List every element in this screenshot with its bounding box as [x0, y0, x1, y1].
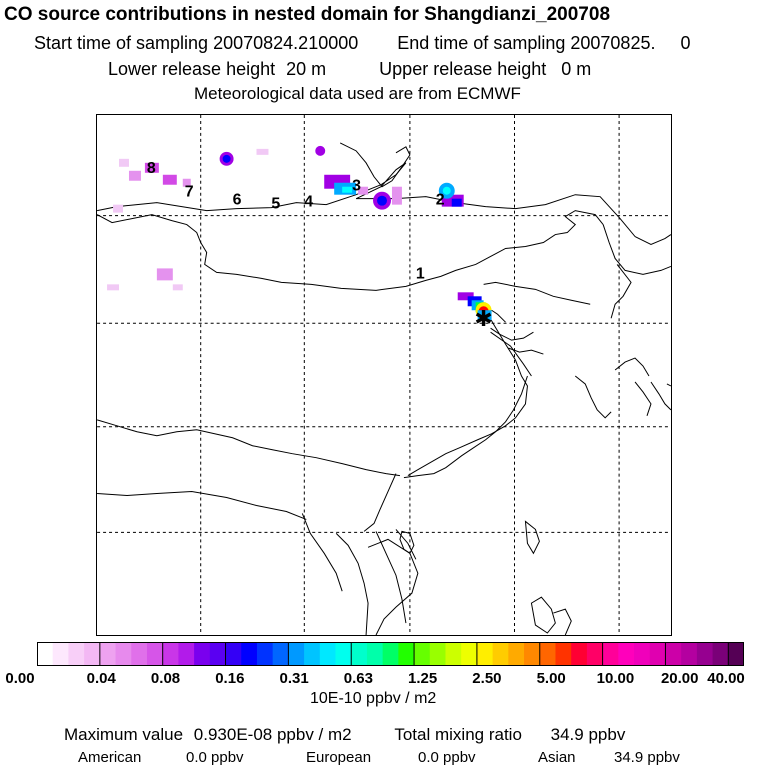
colorbar-cell	[225, 642, 242, 666]
colorbar-cell	[398, 642, 415, 666]
colorbar-cell	[194, 642, 211, 666]
label-6: 6	[233, 192, 242, 209]
american-value: 0.0 ppbv	[186, 749, 244, 766]
european-label: European	[306, 749, 372, 766]
colorbar-cell	[99, 642, 117, 666]
summary-row: Maximum value 0.930E-08 ppbv / m2 Total …	[64, 725, 625, 745]
end-value: 20070825. 0	[570, 33, 691, 53]
colorbar-cell	[68, 642, 85, 666]
european-value: 0.0 ppbv	[418, 749, 476, 766]
colorbar-cell	[681, 642, 698, 666]
colorbar-cell	[461, 642, 478, 666]
colorbar-cell	[665, 642, 682, 666]
label-7: 7	[185, 184, 194, 201]
colorbar-tick-label: 2.50	[472, 670, 502, 687]
coastline	[339, 142, 671, 635]
receptor-marker-icon: ✱	[474, 307, 492, 332]
colorbar-cell	[728, 642, 744, 666]
colorbar-cell	[115, 642, 132, 666]
label-3: 3	[352, 178, 361, 195]
label-1: 1	[416, 265, 425, 282]
total-value: 34.9 ppbv	[550, 725, 626, 744]
plume-footprint	[107, 145, 492, 321]
colorbar-cell	[476, 642, 494, 666]
colorbar-tick-label: 0.31	[279, 670, 309, 687]
lower-value: 20 m	[286, 59, 327, 79]
sampling-times: Start time of sampling 20070824.210000 E…	[34, 33, 690, 54]
meteo-source: Meteorological data used are from ECMWF	[194, 84, 521, 103]
start-value: 20070824.210000	[213, 33, 359, 53]
colorbar-tick-label: 0.00	[5, 670, 35, 687]
colorbar	[37, 642, 744, 666]
map-panel: 1 2 3 4 5 6 7 8 ✱	[96, 114, 672, 636]
colorbar-cell	[178, 642, 195, 666]
colorbar-cell	[241, 642, 258, 666]
start-label: Start time of sampling	[34, 33, 209, 53]
colorbar-cell	[571, 642, 588, 666]
asian-label: Asian	[538, 749, 576, 766]
colorbar-cell	[555, 642, 572, 666]
colorbar-tick-label: 0.08	[150, 670, 181, 687]
upper-label: Upper release height	[379, 59, 547, 79]
colorbar-cell	[162, 642, 179, 666]
colorbar-tick-label: 0.16	[215, 670, 245, 687]
colorbar-cell	[52, 642, 70, 666]
colorbar-tick-label: 5.00	[536, 670, 566, 687]
colorbar-cell	[696, 642, 714, 666]
colorbar-cell	[256, 642, 274, 666]
colorbar-tick-label: 10.00	[596, 670, 635, 687]
colorbar-cell	[335, 642, 352, 666]
colorbar-tick-label: 40.00	[707, 670, 745, 687]
colorbar-cell	[414, 642, 431, 666]
colorbar-unit: 10E-10 ppbv / m2	[310, 690, 437, 707]
colorbar-cell	[634, 642, 651, 666]
colorbar-cell	[84, 642, 101, 666]
colorbar-cell	[131, 642, 148, 666]
colorbar-cell	[649, 642, 667, 666]
colorbar-cell	[382, 642, 399, 666]
colorbar-cell	[712, 642, 729, 666]
end-label: End time of sampling	[397, 33, 566, 53]
lower-label: Lower release height	[108, 59, 276, 79]
label-4: 4	[304, 194, 313, 211]
colorbar-cell	[445, 642, 462, 666]
colorbar-cell	[602, 642, 619, 666]
colorbar-cell	[272, 642, 289, 666]
label-8: 8	[147, 160, 156, 177]
colorbar-tick-label: 20.00	[660, 670, 699, 687]
colorbar-cell	[37, 642, 54, 666]
colorbar-cell	[508, 642, 525, 666]
total-label: Total mixing ratio	[394, 725, 522, 744]
release-heights: Lower release height 20 m Upper release …	[108, 59, 591, 80]
colorbar-tick-label: 1.25	[408, 670, 438, 687]
label-2: 2	[436, 192, 445, 209]
asian-value: 34.9 ppbv	[614, 749, 680, 766]
colorbar-tick-label: 0.04	[86, 670, 116, 687]
colorbar-cell	[618, 642, 635, 666]
country-borders	[97, 162, 671, 635]
colorbar-cell	[366, 642, 384, 666]
american-label: American	[78, 749, 142, 766]
colorbar-cell	[319, 642, 337, 666]
chart-title: CO source contributions in nested domain…	[4, 4, 611, 25]
colorbar-cell	[351, 642, 368, 666]
max-value: 0.930E-08 ppbv / m2	[193, 725, 352, 744]
colorbar-tick-label: 0.63	[343, 670, 373, 687]
colorbar-cell	[586, 642, 604, 666]
max-label: Maximum value	[64, 725, 184, 744]
colorbar-cell	[146, 642, 164, 666]
upper-value: 0 m	[561, 59, 592, 79]
point-labels: 1 2 3 4 5 6 7 8	[147, 160, 445, 283]
colorbar-cell	[524, 642, 541, 666]
colorbar-cell	[209, 642, 227, 666]
colorbar-cell	[288, 642, 305, 666]
label-5: 5	[271, 196, 280, 213]
colorbar-cell	[429, 642, 447, 666]
colorbar-cell	[539, 642, 557, 666]
colorbar-cell	[304, 642, 321, 666]
colorbar-cell	[492, 642, 509, 666]
